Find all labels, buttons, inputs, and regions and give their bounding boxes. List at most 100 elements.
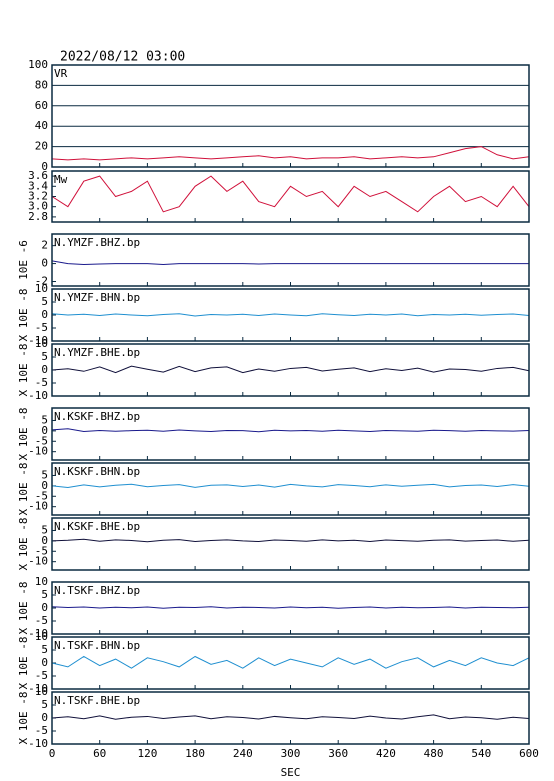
panel-frame [51, 691, 530, 745]
y-tick-label: 5 [41, 588, 48, 601]
y-tick-label: -10 [28, 500, 48, 513]
y-tick-label: 10 [35, 630, 48, 643]
x-tick-label: 420 [376, 747, 396, 760]
y-tick-label: 20 [35, 140, 48, 153]
y-tick-label: 0 [41, 601, 48, 614]
panel-label: N.KSKF.BHZ.bp [54, 410, 140, 423]
panel-frame [51, 462, 530, 516]
data-line [51, 175, 530, 213]
y-tick-label: -10 [28, 555, 48, 568]
panel-frame [51, 233, 530, 287]
panel-frame [51, 170, 530, 223]
y-tick-label: 0 [41, 479, 48, 492]
y-axis-label: 10E -6 [17, 240, 30, 280]
y-tick-label: 10 [35, 575, 48, 588]
data-line [51, 260, 529, 265]
y-tick-label: -10 [28, 334, 48, 347]
y-tick-label: 60 [35, 99, 48, 112]
y-axis-label: X 10E -8 [17, 692, 30, 745]
y-tick-label: 5 [41, 643, 48, 656]
panel-label: N.TSKF.BHE.bp [54, 694, 140, 707]
panel-label: N.KSKF.BHE.bp [54, 520, 140, 533]
y-tick-label: -2 [35, 275, 48, 288]
chart-title: 2022/08/12 03:00 [60, 50, 185, 65]
panel-frame [51, 343, 530, 397]
y-tick-label: 10 [35, 685, 48, 698]
y-tick-label: 10 [35, 282, 48, 295]
x-tick-label: 60 [93, 747, 106, 760]
y-tick-label: 5 [41, 350, 48, 363]
y-tick-label: -10 [28, 389, 48, 402]
y-tick-label: -5 [35, 544, 48, 557]
panel-label: N.YMZF.BHN.bp [54, 291, 140, 304]
y-axis-label: X 10E -8 [17, 344, 30, 397]
x-tick-label: 600 [519, 747, 539, 760]
y-tick-label: -10 [28, 627, 48, 640]
y-tick-label: 0 [41, 363, 48, 376]
data-line [51, 655, 530, 669]
y-tick-label: 5 [41, 295, 48, 308]
y-tick-label: 3.4 [28, 179, 48, 192]
y-tick-label: 40 [35, 119, 48, 132]
x-tick-label: 180 [185, 747, 205, 760]
y-axis-label: X 10E -8 [17, 582, 30, 635]
data-line [51, 365, 530, 374]
y-tick-label: 0 [41, 656, 48, 669]
y-tick-label: -5 [35, 614, 48, 627]
y-tick-label: -5 [35, 489, 48, 502]
y-tick-label: 3.6 [28, 169, 48, 182]
x-tick-label: 300 [281, 747, 301, 760]
data-line [51, 428, 530, 433]
x-tick-label: 240 [233, 747, 253, 760]
y-tick-label: 5 [41, 698, 48, 711]
y-tick-label: -5 [35, 321, 48, 334]
y-tick-label: 5 [41, 413, 48, 426]
panel-frame [51, 636, 530, 690]
y-tick-label: 10 [35, 337, 48, 350]
panel-label: Mw [54, 173, 68, 186]
y-tick-label: -10 [28, 737, 48, 750]
x-tick-label: 540 [471, 747, 491, 760]
x-tick-label: 480 [424, 747, 444, 760]
y-tick-label: 5 [41, 523, 48, 536]
y-axis-label: X 10E -8 [17, 518, 30, 571]
x-axis-label: SEC [281, 766, 301, 779]
panel-label: N.TSKF.BHN.bp [54, 639, 140, 652]
y-tick-label: 5 [41, 468, 48, 481]
y-axis-label: X 10E -8 [17, 289, 30, 342]
x-tick-label: 360 [328, 747, 348, 760]
y-axis-label: X 10E -8 [17, 408, 30, 461]
panel-frame [51, 64, 530, 168]
y-tick-label: 100 [28, 58, 48, 71]
x-tick-label: 0 [49, 747, 56, 760]
panel-label: N.KSKF.BHN.bp [54, 465, 140, 478]
y-axis-label: X 10E -8 [17, 463, 30, 516]
y-tick-label: -5 [35, 376, 48, 389]
data-line [51, 714, 530, 720]
y-tick-label: -5 [35, 434, 48, 447]
y-tick-label: 0 [41, 424, 48, 437]
y-tick-label: 0 [41, 534, 48, 547]
y-tick-label: -5 [35, 669, 48, 682]
y-tick-label: -10 [28, 445, 48, 458]
data-line [51, 483, 530, 489]
data-line [51, 538, 530, 543]
y-tick-label: -10 [28, 682, 48, 695]
y-tick-label: 0 [41, 160, 48, 173]
y-tick-label: 2 [41, 239, 48, 252]
panel-label: N.YMZF.BHZ.bp [54, 236, 140, 249]
panel-label: N.YMZF.BHE.bp [54, 346, 140, 359]
y-tick-label: 3.0 [28, 200, 48, 213]
panel-frame [51, 407, 530, 461]
data-line [51, 606, 530, 609]
y-tick-label: 0 [41, 308, 48, 321]
panel-frame [51, 288, 530, 342]
y-tick-label: 3.2 [28, 190, 48, 203]
data-line [51, 313, 530, 317]
panel-label: N.TSKF.BHZ.bp [54, 584, 140, 597]
y-tick-label: 2.8 [28, 210, 48, 223]
y-tick-label: 80 [35, 78, 48, 91]
data-line [51, 146, 530, 161]
panel-frame [51, 581, 530, 635]
